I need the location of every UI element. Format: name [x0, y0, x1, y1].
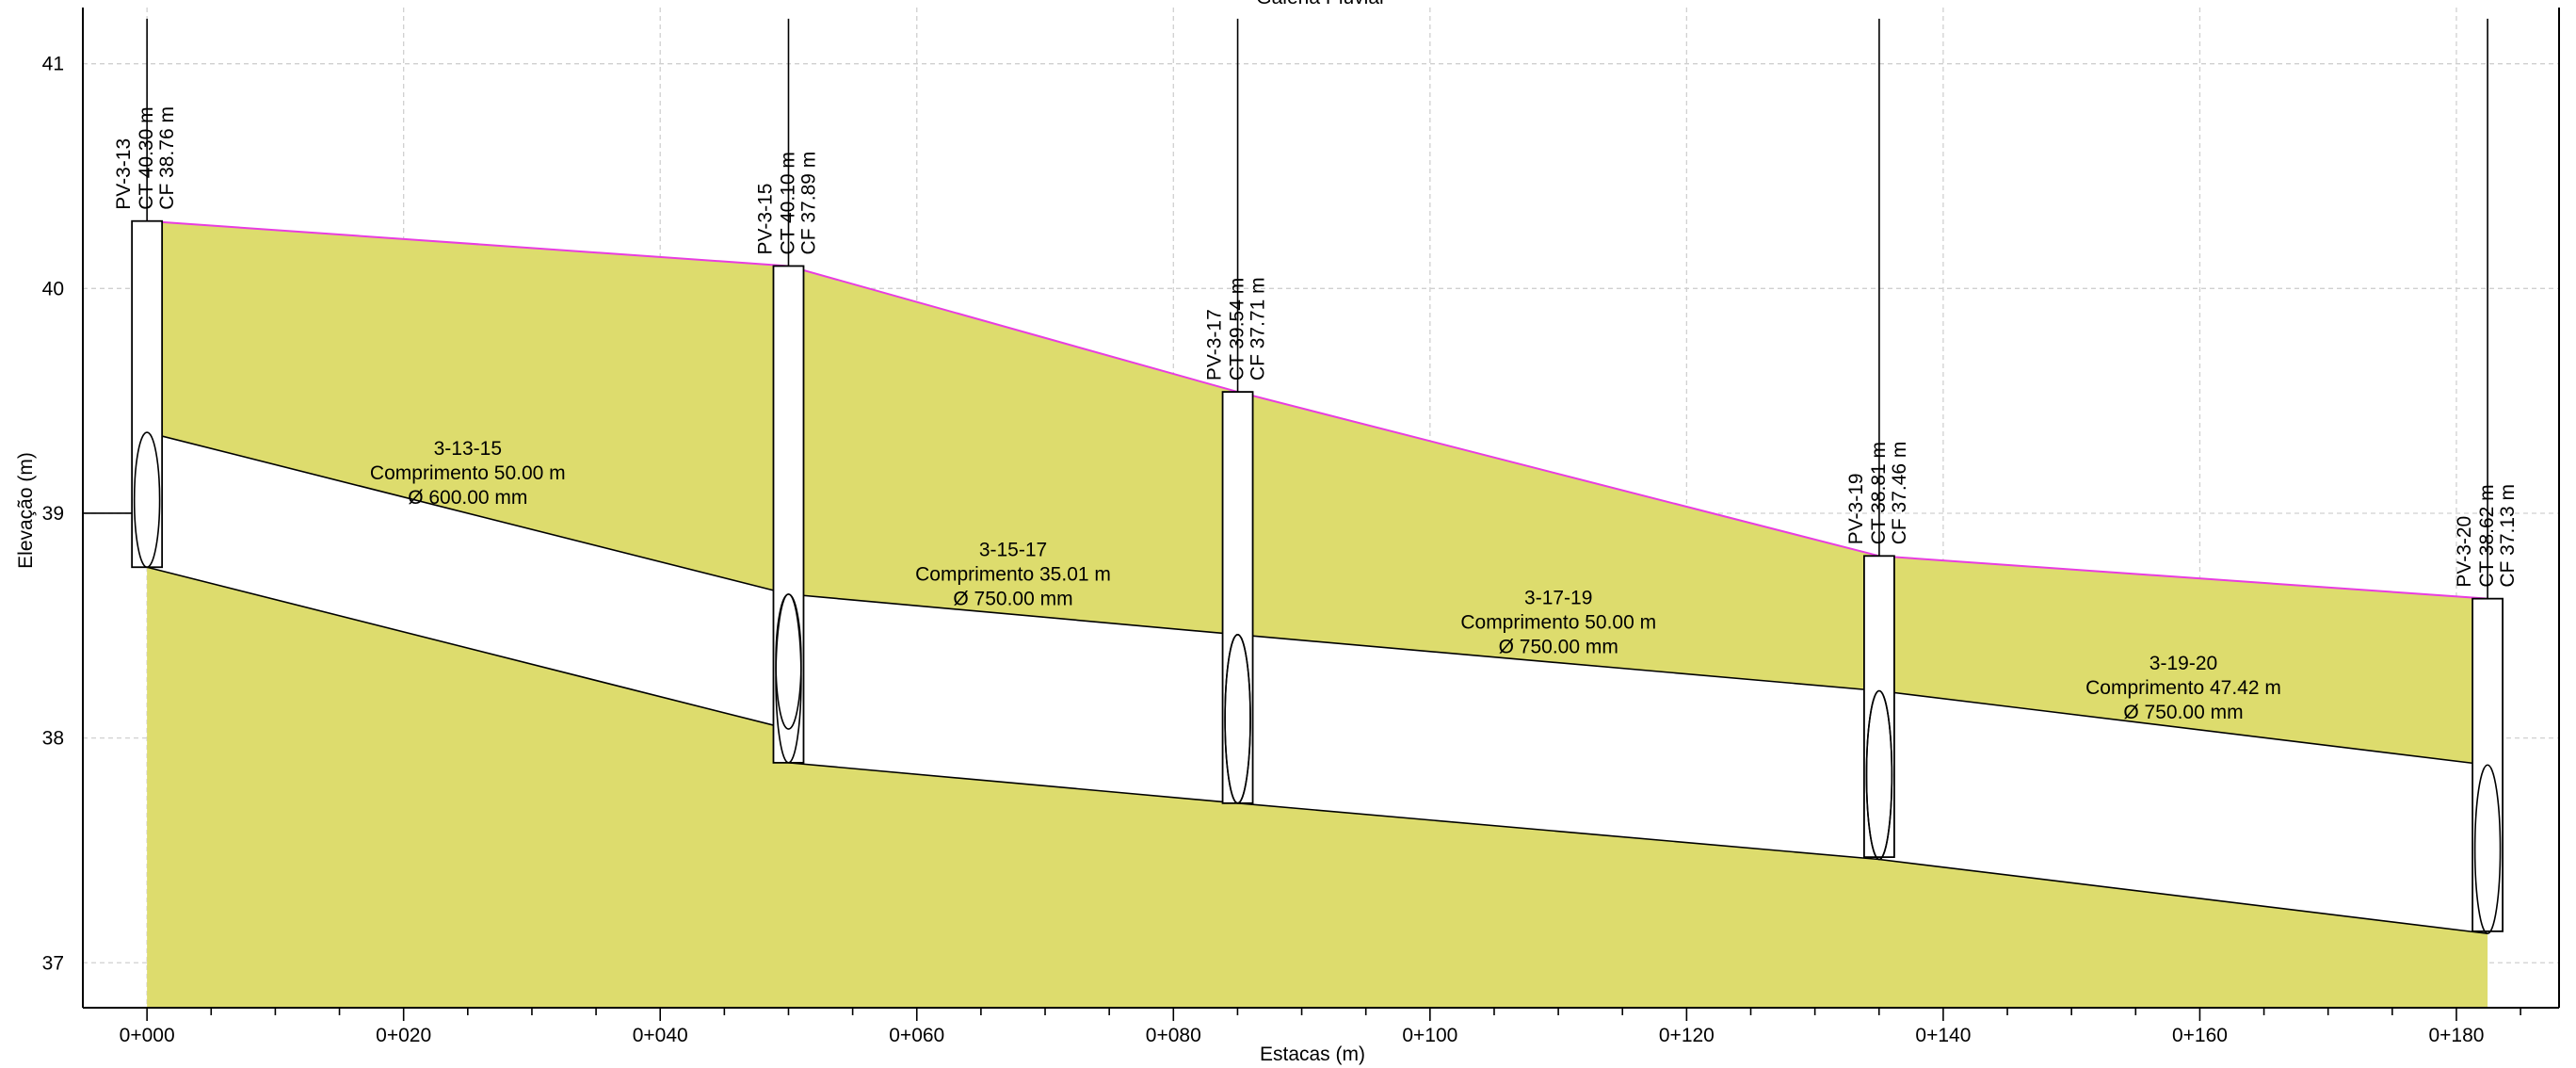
manhole-label-2: CT 40.10 m [777, 152, 798, 254]
x-tick-label: 0+020 [376, 1025, 431, 1046]
manhole-label-3: CF 37.71 m [1248, 277, 1269, 380]
pipe-opening [2473, 764, 2502, 935]
manhole-label-1: CT 40.30 m [136, 106, 157, 209]
manholes [83, 18, 2504, 935]
pipe-label-2: Comprimento 35.01 m [915, 563, 1111, 585]
pipe-top-3 [1237, 634, 1879, 692]
manhole-label-5: PV-3-20 [2454, 516, 2475, 588]
x-tick-label: 0+080 [1146, 1025, 1201, 1046]
pipe-label-3: Ø 750.00 mm [1499, 637, 1618, 658]
pipe-3 [1237, 634, 1879, 860]
chart-title: Galeria Pluvial [1256, 0, 1383, 8]
x-tick-label: 0+060 [889, 1025, 944, 1046]
y-tick-label: 39 [42, 503, 64, 525]
x-axis-title: Estacas (m) [1260, 1044, 1365, 1065]
manhole-label-1: PV-3-13 [113, 138, 135, 210]
manhole-label-4: CF 37.46 m [1889, 442, 1910, 545]
pipe-label-4: Comprimento 47.42 m [2085, 677, 2281, 699]
pipe-opening [1224, 634, 1251, 804]
pipe-1 [147, 432, 789, 730]
x-tick-label: 0+000 [120, 1025, 175, 1046]
pipe-top-4 [1878, 689, 2488, 767]
pipe-label-1: Comprimento 50.00 m [370, 462, 566, 484]
pipe-bottom-4 [1878, 858, 2488, 935]
pipe-label-2: 3-15-17 [979, 539, 1047, 560]
pipe-opening [133, 431, 161, 569]
pipe-label-4: Ø 750.00 mm [2123, 702, 2243, 723]
y-axis-title: Elevação (m) [15, 452, 37, 569]
pipe-opening [1865, 689, 1893, 861]
manhole-4 [1863, 555, 1895, 859]
x-tick-label: 0+180 [2428, 1025, 2484, 1046]
manhole-3 [1221, 391, 1254, 804]
manhole-label-5: CF 37.13 m [2497, 484, 2519, 588]
pipe-top-2 [788, 593, 1238, 636]
manhole-label-3: CT 39.54 m [1227, 278, 1248, 380]
manhole-label-5: CT 38.62 m [2476, 484, 2498, 587]
manhole-label-4: PV-3-19 [1845, 473, 1867, 544]
pipe-opening [775, 593, 802, 764]
pipe-4 [1878, 690, 2488, 934]
pipe-top-1 [146, 431, 789, 595]
manhole-label-4: CT 38.81 m [1868, 442, 1890, 544]
x-tick-label: 0+100 [1402, 1025, 1457, 1046]
y-tick-label: 38 [42, 728, 64, 750]
y-tick-label: 37 [42, 952, 64, 974]
pipe-label-1: 3-13-15 [434, 438, 502, 460]
axes: 0+000 0+020 0+040 0+060 0+080 0+100 0+120 0+140… [42, 8, 2560, 1046]
y-tick-label: 40 [42, 278, 64, 299]
manhole-2 [772, 265, 805, 764]
pipe-label-2: Ø 750.00 mm [953, 588, 1072, 609]
pipe-bottom-2 [788, 762, 1238, 804]
pipe-label-3: Comprimento 50.00 m [1460, 612, 1656, 634]
pipe-2 [788, 593, 1238, 803]
pipe-bottom-3 [1237, 802, 1879, 861]
x-tick-label: 0+120 [1659, 1025, 1715, 1046]
x-tick-label: 0+040 [633, 1025, 688, 1046]
pipes [146, 431, 2488, 935]
labels: PV-3-13 CT 40.30 m CF 38.76 m PV-3-15 CT 40.… [113, 106, 2519, 723]
pipe-label-1: Ø 600.00 mm [408, 487, 527, 509]
pipe-bottom-1 [146, 566, 789, 730]
x-tick-label: 0+160 [2172, 1025, 2228, 1046]
manhole-label-1: CF 38.76 m [156, 106, 178, 210]
manhole-label-2: CF 37.89 m [797, 152, 819, 255]
manhole-label-2: PV-3-15 [754, 184, 776, 255]
pipe-label-4: 3-19-20 [2149, 653, 2217, 674]
manhole-label-3: PV-3-17 [1204, 309, 1226, 380]
y-tick-label: 41 [42, 54, 64, 75]
manhole-1 [131, 219, 164, 569]
x-tick-label: 0+140 [1915, 1025, 1971, 1046]
pipe-label-3: 3-17-19 [1524, 588, 1592, 609]
